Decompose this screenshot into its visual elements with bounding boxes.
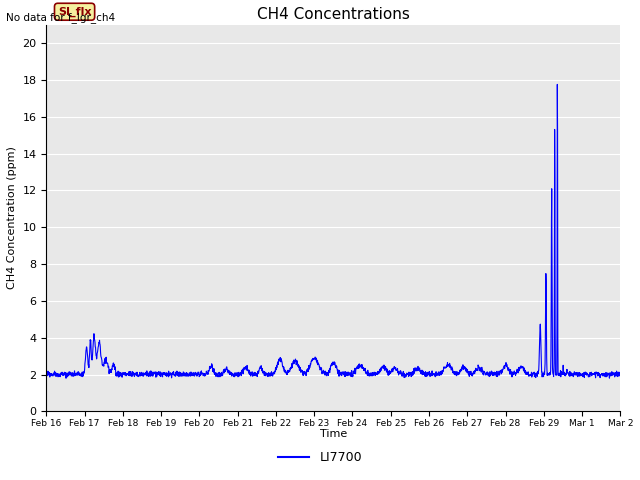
Y-axis label: CH4 Concentration (ppm): CH4 Concentration (ppm) <box>7 146 17 289</box>
Legend: LI7700: LI7700 <box>273 446 367 469</box>
Title: CH4 Concentrations: CH4 Concentrations <box>257 7 410 22</box>
X-axis label: Time: Time <box>320 430 347 440</box>
Text: SI_flx: SI_flx <box>58 7 92 17</box>
Text: No data for f_lgr_ch4: No data for f_lgr_ch4 <box>6 12 116 23</box>
